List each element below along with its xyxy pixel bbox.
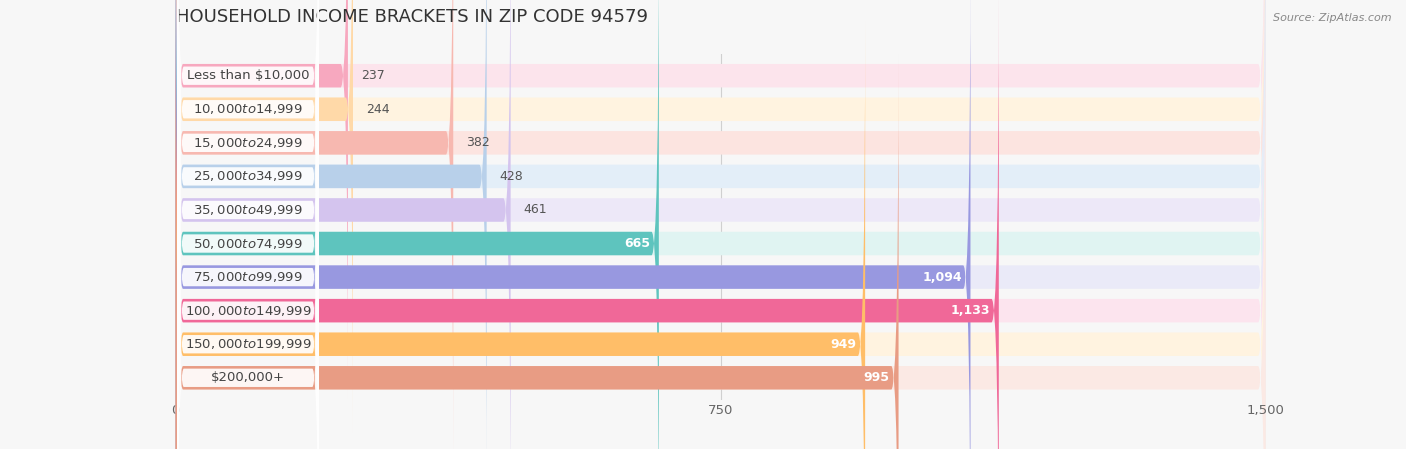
Text: $15,000 to $24,999: $15,000 to $24,999 — [193, 136, 302, 150]
FancyBboxPatch shape — [176, 20, 1265, 449]
Text: $200,000+: $200,000+ — [211, 371, 285, 384]
FancyBboxPatch shape — [177, 18, 319, 449]
Text: 244: 244 — [366, 103, 389, 116]
FancyBboxPatch shape — [176, 0, 1265, 449]
Text: $75,000 to $99,999: $75,000 to $99,999 — [193, 270, 302, 284]
FancyBboxPatch shape — [176, 0, 1265, 449]
Text: $35,000 to $49,999: $35,000 to $49,999 — [193, 203, 302, 217]
FancyBboxPatch shape — [176, 0, 1265, 449]
FancyBboxPatch shape — [176, 0, 486, 449]
Text: $25,000 to $34,999: $25,000 to $34,999 — [193, 169, 302, 183]
FancyBboxPatch shape — [176, 0, 998, 449]
Text: $50,000 to $74,999: $50,000 to $74,999 — [193, 237, 302, 251]
FancyBboxPatch shape — [177, 0, 319, 402]
Text: 949: 949 — [831, 338, 856, 351]
FancyBboxPatch shape — [176, 0, 1265, 449]
FancyBboxPatch shape — [177, 0, 319, 449]
FancyBboxPatch shape — [176, 54, 1265, 449]
Text: $10,000 to $14,999: $10,000 to $14,999 — [193, 102, 302, 116]
FancyBboxPatch shape — [177, 0, 319, 449]
Text: 237: 237 — [361, 69, 385, 82]
FancyBboxPatch shape — [177, 0, 319, 369]
Text: 461: 461 — [523, 203, 547, 216]
FancyBboxPatch shape — [176, 0, 347, 400]
Text: Source: ZipAtlas.com: Source: ZipAtlas.com — [1274, 13, 1392, 23]
Text: 428: 428 — [499, 170, 523, 183]
Text: HOUSEHOLD INCOME BRACKETS IN ZIP CODE 94579: HOUSEHOLD INCOME BRACKETS IN ZIP CODE 94… — [176, 8, 648, 26]
FancyBboxPatch shape — [176, 0, 659, 449]
Text: $150,000 to $199,999: $150,000 to $199,999 — [184, 337, 311, 351]
FancyBboxPatch shape — [176, 0, 353, 433]
FancyBboxPatch shape — [176, 54, 898, 449]
FancyBboxPatch shape — [177, 85, 319, 449]
Text: 665: 665 — [624, 237, 650, 250]
FancyBboxPatch shape — [176, 0, 1265, 433]
FancyBboxPatch shape — [176, 0, 1265, 449]
Text: 382: 382 — [467, 136, 491, 150]
Text: $100,000 to $149,999: $100,000 to $149,999 — [184, 304, 311, 317]
FancyBboxPatch shape — [177, 0, 319, 449]
FancyBboxPatch shape — [177, 0, 319, 436]
Text: 995: 995 — [863, 371, 890, 384]
FancyBboxPatch shape — [176, 0, 453, 449]
FancyBboxPatch shape — [177, 0, 319, 449]
FancyBboxPatch shape — [177, 51, 319, 449]
FancyBboxPatch shape — [176, 0, 1265, 400]
FancyBboxPatch shape — [176, 0, 1265, 449]
FancyBboxPatch shape — [176, 20, 865, 449]
Text: Less than $10,000: Less than $10,000 — [187, 69, 309, 82]
Text: 1,094: 1,094 — [922, 271, 962, 284]
Text: 1,133: 1,133 — [950, 304, 990, 317]
FancyBboxPatch shape — [176, 0, 510, 449]
FancyBboxPatch shape — [176, 0, 970, 449]
